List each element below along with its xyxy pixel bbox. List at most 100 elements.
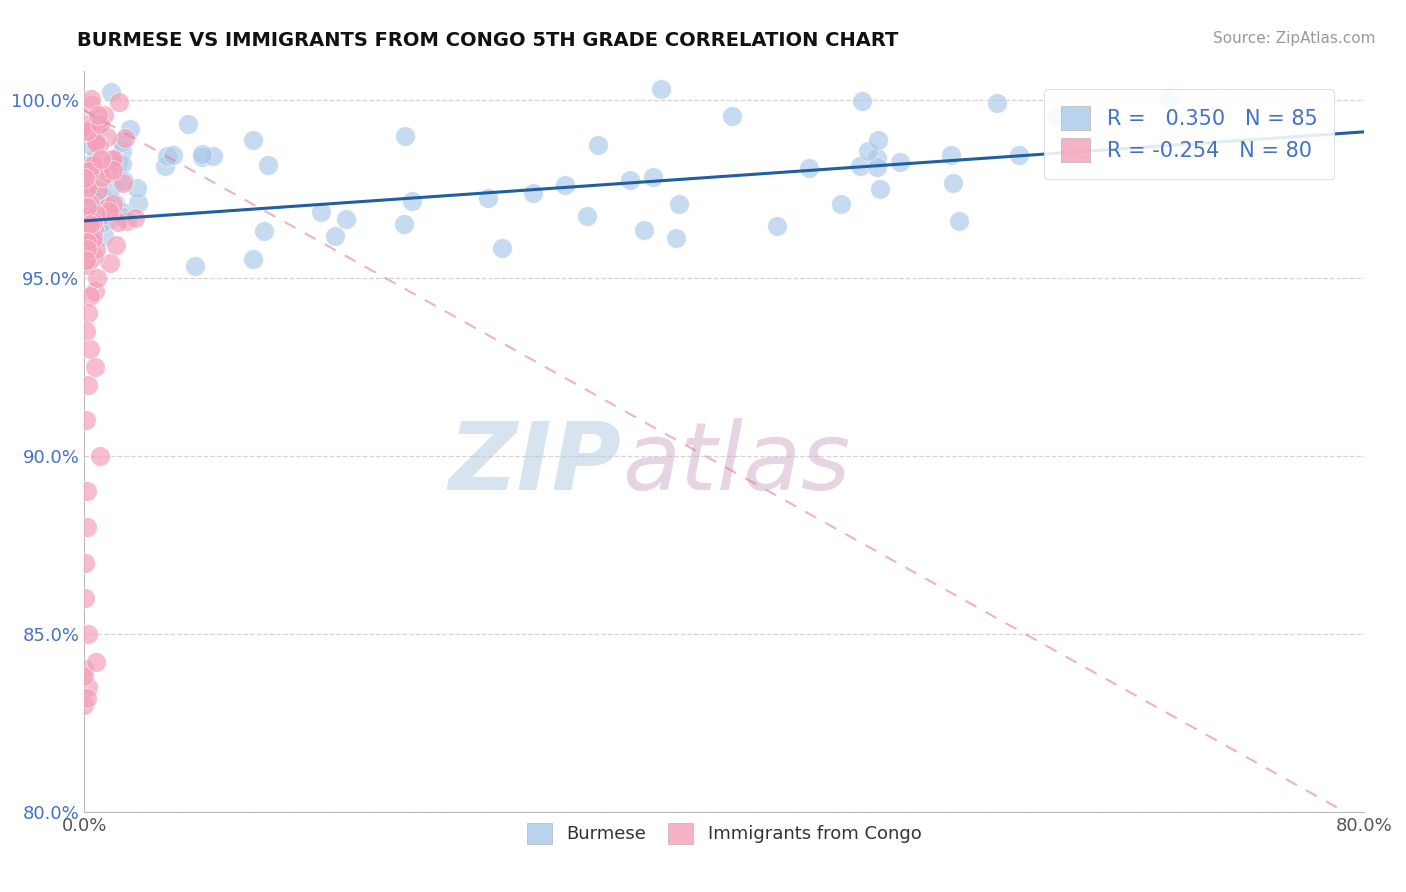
Point [191,150,214,164]
Point [866,133,889,147]
Point [82,158,104,172]
Point [80,219,103,234]
Point [77,183,100,197]
Point [1008,148,1031,162]
Point [97,166,120,180]
Point [124,211,146,226]
Point [90,153,112,167]
Point [111,204,134,219]
Point [76,258,98,272]
Point [153,159,176,173]
Point [105,238,128,252]
Point [98,256,121,270]
Point [90,169,112,184]
Point [76,680,98,694]
Point [111,176,134,190]
Point [76,224,98,238]
Point [91,190,114,204]
Point [77,217,100,231]
Point [75,413,97,427]
Point [76,235,98,250]
Point [75,192,97,206]
Point [76,690,98,705]
Point [107,215,129,229]
Point [111,144,134,158]
Point [79,228,101,243]
Point [73,189,96,203]
Point [76,243,98,257]
Point [79,288,101,302]
Point [127,196,149,211]
Point [641,169,664,184]
Point [96,207,118,221]
Point [830,196,852,211]
Point [948,214,970,228]
Point [668,196,690,211]
Point [866,152,889,166]
Text: atlas: atlas [621,418,851,509]
Point [191,147,214,161]
Point [162,148,184,162]
Point [75,124,97,138]
Point [89,117,111,131]
Point [125,180,148,194]
Point [83,188,105,202]
Point [1157,91,1180,105]
Point [110,209,132,223]
Point [84,136,107,150]
Point [89,137,111,152]
Point [76,194,98,208]
Legend: Burmese, Immigrants from Congo: Burmese, Immigrants from Congo [516,812,932,855]
Point [665,231,688,245]
Point [79,117,101,131]
Point [76,123,98,137]
Point [84,207,107,221]
Point [84,156,107,170]
Point [797,161,820,176]
Point [156,149,179,163]
Point [76,520,98,534]
Point [89,449,111,463]
Point [84,359,107,374]
Point [87,120,110,134]
Point [86,270,108,285]
Point [100,85,122,99]
Point [619,173,641,187]
Point [83,221,105,235]
Text: Source: ZipAtlas.com: Source: ZipAtlas.com [1212,31,1375,46]
Point [111,157,134,171]
Point [720,109,742,123]
Point [103,163,125,178]
Point [114,131,136,145]
Point [79,218,101,232]
Point [111,135,134,149]
Point [73,158,96,172]
Point [311,205,333,219]
Point [73,662,96,676]
Point [96,129,118,144]
Point [849,159,872,173]
Point [77,164,100,178]
Point [522,186,544,201]
Point [84,655,107,669]
Point [82,215,104,229]
Point [75,171,97,186]
Point [201,149,224,163]
Point [83,168,105,182]
Point [76,171,98,186]
Point [86,150,108,164]
Point [93,107,115,121]
Point [75,591,97,606]
Point [184,259,207,273]
Point [939,148,962,162]
Point [477,191,499,205]
Point [392,217,415,231]
Point [120,122,142,136]
Point [82,158,104,172]
Point [77,247,100,261]
Point [108,95,131,109]
Point [115,213,138,227]
Point [97,200,120,214]
Point [76,252,98,267]
Point [73,698,96,712]
